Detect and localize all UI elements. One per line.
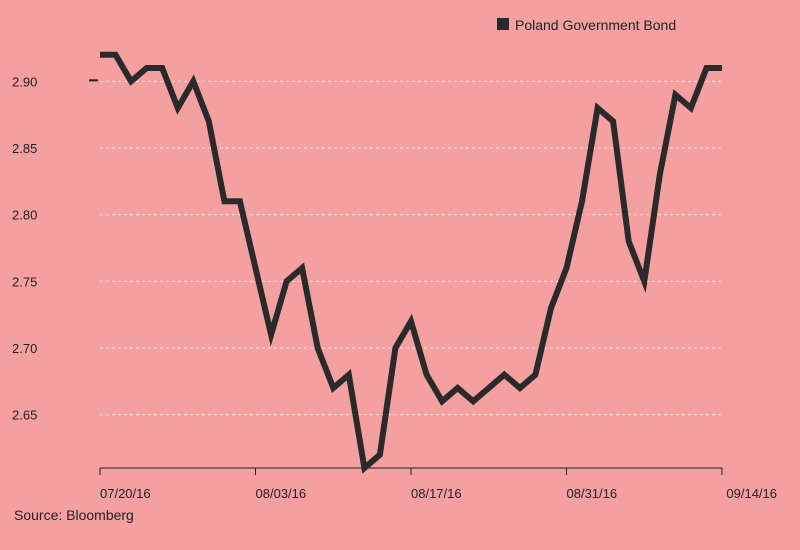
y-tick-label: 2.85 — [12, 141, 37, 156]
legend-swatch — [497, 18, 509, 30]
legend-label: Poland Government Bond — [515, 17, 676, 33]
x-tick-label: 09/14/16 — [726, 486, 777, 501]
y-tick-label: 2.90 — [12, 74, 37, 89]
series-line-poland-government-bond — [100, 51, 722, 474]
y-axis: 2.65 2.70 2.75 2.80 2.85 2.90 — [12, 74, 98, 423]
x-tick-label: 08/17/16 — [411, 486, 462, 501]
y-tick-label: 2.70 — [12, 341, 37, 356]
legend: Poland Government Bond — [497, 17, 676, 33]
x-tick-label: 07/20/16 — [100, 486, 151, 501]
y-tick-label: 2.80 — [12, 208, 37, 223]
y-tick-label: 2.75 — [12, 274, 37, 289]
x-axis: 07/20/16 08/03/16 08/17/16 08/31/16 09/14/16 — [99, 467, 777, 501]
y-tick-label: 2.65 — [12, 408, 37, 423]
source-note: Source: Bloomberg — [14, 507, 134, 523]
x-tick-label: 08/03/16 — [256, 486, 307, 501]
x-tick-label: 08/31/16 — [567, 486, 618, 501]
series-layer — [100, 51, 722, 474]
